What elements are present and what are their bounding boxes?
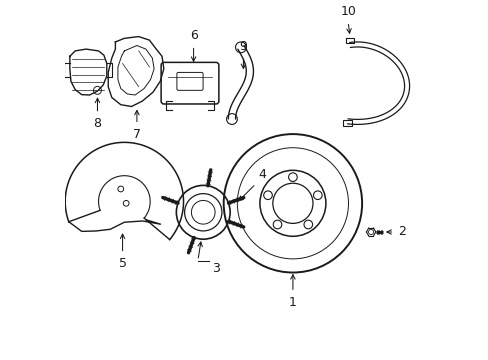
- Text: 9: 9: [239, 40, 247, 53]
- Bar: [343, 120, 352, 126]
- Text: 3: 3: [212, 262, 220, 275]
- Text: 4: 4: [258, 168, 266, 181]
- Text: 10: 10: [340, 5, 355, 18]
- Text: 2: 2: [397, 225, 405, 238]
- Text: 8: 8: [93, 117, 102, 130]
- Text: 5: 5: [118, 257, 126, 270]
- Text: 7: 7: [133, 128, 141, 141]
- Text: 6: 6: [189, 29, 197, 42]
- Text: 1: 1: [288, 296, 296, 309]
